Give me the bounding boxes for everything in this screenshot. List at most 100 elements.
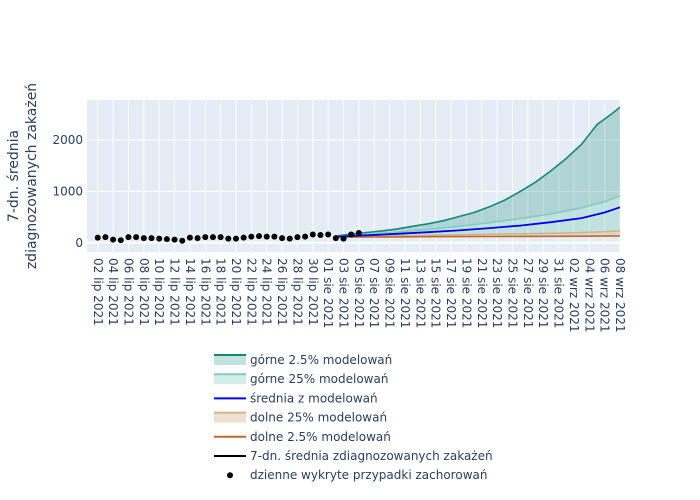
x-axis-ticks: 02 lip 2021 04 lip 2021 06 lip 2021 08 lip … xyxy=(91,258,627,332)
x-tick-label: 05 sie 2021 xyxy=(352,258,366,328)
x-tick-label: 30 lip 2021 xyxy=(306,258,320,326)
y-tick-label: 2000 xyxy=(52,133,83,147)
legend-swatch xyxy=(214,412,246,423)
x-tick-label: 06 lip 2021 xyxy=(122,258,136,326)
data-point xyxy=(171,236,178,243)
data-point xyxy=(302,233,309,240)
x-tick-label: 03 sie 2021 xyxy=(337,258,351,328)
data-point xyxy=(133,234,140,241)
x-tick-label: 04 lip 2021 xyxy=(106,258,120,326)
x-tick-label: 23 sie 2021 xyxy=(490,258,504,328)
legend-label: 7-dn. średnia zdiagnozowanych zakażeń xyxy=(250,449,493,463)
data-point xyxy=(232,235,239,242)
x-tick-label: 27 sie 2021 xyxy=(521,258,535,328)
line-layer xyxy=(335,106,621,238)
data-point xyxy=(332,235,339,242)
data-point xyxy=(117,237,124,244)
x-tick-label: 17 sie 2021 xyxy=(444,258,458,328)
x-tick-label: 20 lip 2021 xyxy=(229,258,243,326)
x-tick-label: 24 lip 2021 xyxy=(260,258,274,326)
series-line-0 xyxy=(335,106,621,237)
y-tick-label: 0 xyxy=(75,236,83,250)
x-tick-label: 13 sie 2021 xyxy=(413,258,427,328)
plot-background xyxy=(87,100,620,252)
observed-points xyxy=(94,230,362,244)
data-point xyxy=(240,234,247,241)
x-tick-label: 11 sie 2021 xyxy=(398,258,412,328)
series-line-2 xyxy=(335,206,621,238)
legend-marker xyxy=(227,472,233,479)
band-upper-2-5 xyxy=(335,107,620,237)
x-tick-label: 14 lip 2021 xyxy=(183,258,197,326)
data-point xyxy=(194,235,201,242)
legend-swatch xyxy=(214,355,246,365)
data-point xyxy=(217,234,224,241)
legend-label: górne 25% modelowań xyxy=(250,372,388,386)
x-tick-label: 29 sie 2021 xyxy=(536,258,550,328)
legend-swatch xyxy=(214,374,246,385)
grid xyxy=(87,100,621,252)
data-point xyxy=(94,234,101,241)
series-line-1 xyxy=(335,195,621,238)
x-tick-label: 15 sie 2021 xyxy=(429,258,443,328)
x-tick-label: 07 sie 2021 xyxy=(367,258,381,328)
y-tick-label: 1000 xyxy=(52,184,83,198)
legend-label: dzienne wykryte przypadki zachorowań xyxy=(250,468,487,482)
data-point xyxy=(248,233,255,240)
y-axis-label-line2: zdiagnozowanych zakażeń xyxy=(24,83,40,269)
x-tick-label: 31 sie 2021 xyxy=(552,258,566,328)
data-point xyxy=(209,234,216,241)
legend-label: dolne 2.5% modelowań xyxy=(250,430,391,444)
x-tick-label: 10 lip 2021 xyxy=(152,258,166,326)
x-tick-label: 01 sie 2021 xyxy=(321,258,335,328)
data-point xyxy=(125,234,132,241)
data-point xyxy=(148,235,155,242)
x-tick-label: 16 lip 2021 xyxy=(198,258,212,326)
band-upper-25 xyxy=(335,196,620,237)
data-point xyxy=(110,236,117,243)
series-line-3 xyxy=(335,230,621,238)
x-tick-label: 19 sie 2021 xyxy=(459,258,473,328)
data-point xyxy=(348,231,355,238)
x-tick-label: 08 wrz 2021 xyxy=(613,258,627,332)
data-point xyxy=(271,233,278,240)
data-point xyxy=(317,232,324,239)
data-point xyxy=(309,231,316,238)
data-point xyxy=(325,231,332,238)
legend-label: dolne 25% modelowań xyxy=(250,411,387,425)
data-point xyxy=(140,235,147,242)
x-tick-label: 18 lip 2021 xyxy=(214,258,228,326)
legend-label: górne 2.5% modelowań xyxy=(250,353,392,367)
data-point xyxy=(186,234,193,241)
x-tick-label: 02 wrz 2021 xyxy=(567,258,581,332)
x-tick-label: 26 lip 2021 xyxy=(275,258,289,326)
x-tick-label: 21 sie 2021 xyxy=(475,258,489,328)
y-axis-label-line1: 7-dn. średnia xyxy=(6,130,22,222)
x-tick-label: 09 sie 2021 xyxy=(383,258,397,328)
x-tick-label: 22 lip 2021 xyxy=(244,258,258,326)
legend: górne 2.5% modelowań górne 25% modelowań ś… xyxy=(214,353,493,482)
data-point xyxy=(286,235,293,242)
data-point xyxy=(225,235,232,242)
data-point xyxy=(263,233,270,240)
data-point xyxy=(294,234,301,241)
data-point xyxy=(279,235,286,242)
legend-label: średnia z modelowań xyxy=(250,391,378,405)
data-point xyxy=(202,234,209,241)
data-point xyxy=(102,234,109,241)
series-line-4 xyxy=(335,235,621,238)
y-axis-ticks: 0 1000 2000 xyxy=(52,133,83,250)
x-tick-label: 04 wrz 2021 xyxy=(582,258,596,332)
x-tick-label: 02 lip 2021 xyxy=(91,258,105,326)
x-tick-label: 06 wrz 2021 xyxy=(598,258,612,332)
data-point xyxy=(163,236,170,243)
data-point xyxy=(179,237,186,244)
x-tick-label: 28 lip 2021 xyxy=(290,258,304,326)
data-point xyxy=(256,233,263,240)
data-point xyxy=(340,235,347,242)
x-tick-label: 25 sie 2021 xyxy=(506,258,520,328)
x-tick-label: 12 lip 2021 xyxy=(168,258,182,326)
data-point xyxy=(156,235,163,242)
data-point xyxy=(355,230,362,236)
